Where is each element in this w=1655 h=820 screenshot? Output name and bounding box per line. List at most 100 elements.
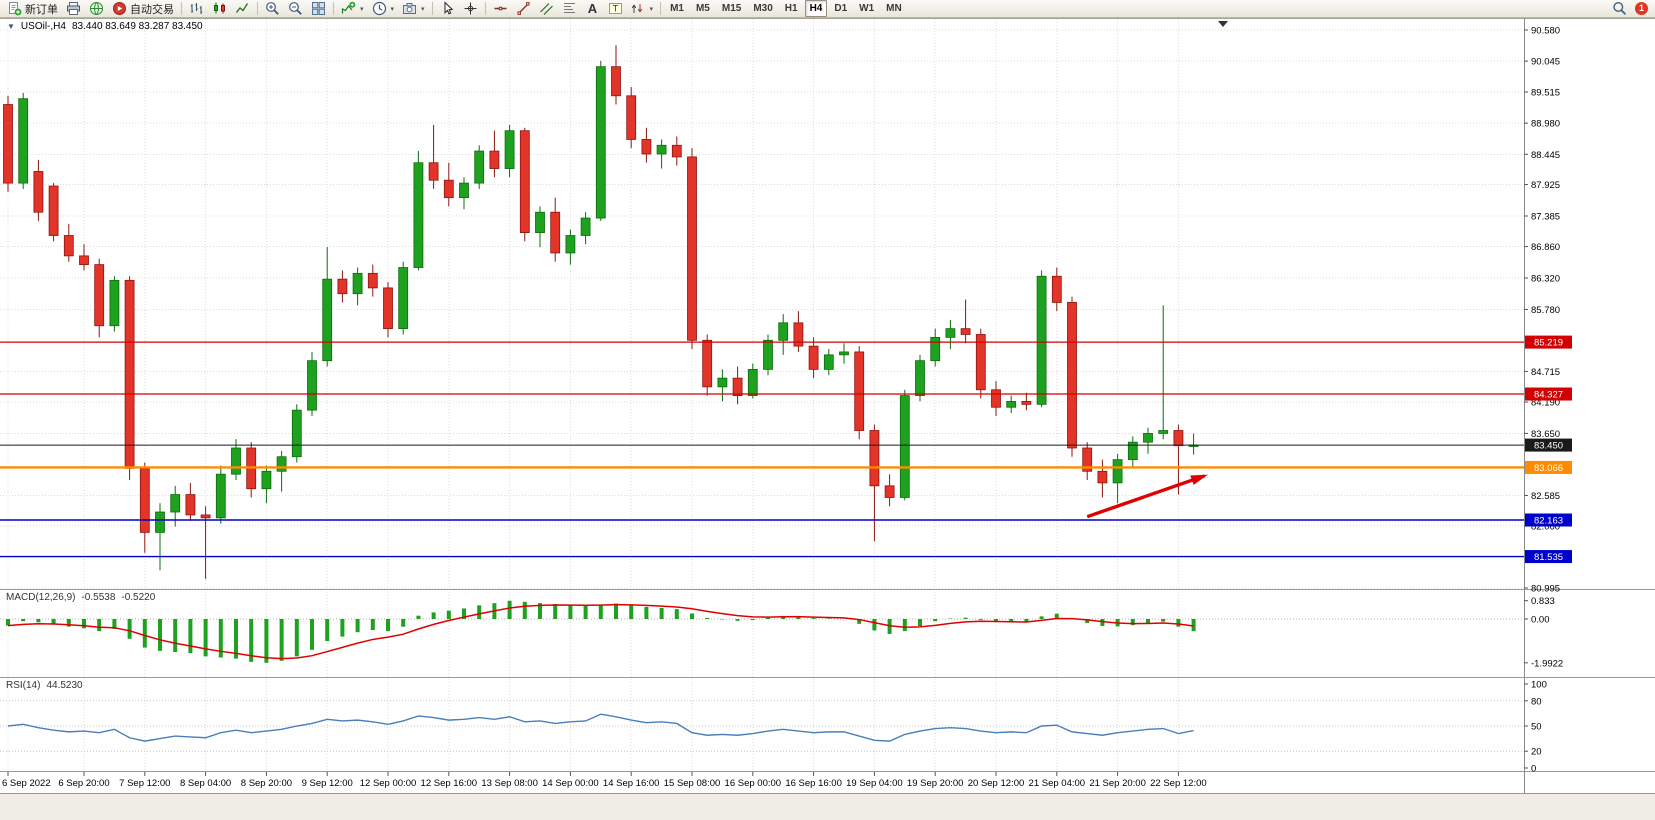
candle-body: [580, 217, 591, 236]
arrows-icon: [631, 4, 642, 13]
candle-body: [48, 185, 59, 236]
horizontal-line-button[interactable]: [489, 0, 512, 18]
timeframe-d1-button[interactable]: D1: [834, 3, 848, 14]
candle-body: [930, 336, 941, 362]
time-label: 12 Sep 16:00: [421, 778, 478, 789]
timeframe-m15-button[interactable]: M15: [721, 3, 742, 14]
print-button[interactable]: [62, 0, 85, 18]
zoom-in-button[interactable]: [261, 0, 284, 18]
one-click-trading-arrow-icon[interactable]: ▼: [7, 22, 15, 31]
camera-button[interactable]: ▾: [398, 0, 429, 18]
camera-button-dropdown-arrow-icon[interactable]: ▾: [421, 5, 425, 13]
arrows-button[interactable]: ▾: [627, 0, 658, 18]
text-button[interactable]: A: [581, 0, 604, 18]
time-label: 13 Sep 08:00: [481, 778, 538, 789]
rsi-name: RSI(14): [6, 680, 41, 691]
print-icon: [67, 2, 80, 15]
tile-windows-button[interactable]: [307, 0, 330, 18]
text-label-button[interactable]: T: [604, 0, 627, 18]
time-label: 22 Sep 12:00: [1150, 778, 1207, 789]
candle-body: [702, 339, 713, 388]
time-label: 8 Sep 04:00: [180, 778, 231, 789]
timeframe-h4-button[interactable]: H4: [804, 0, 828, 17]
rsi-axis-label: 80: [1531, 696, 1542, 707]
rsi-value: 44.5230: [46, 680, 83, 691]
time-scale[interactable]: 6 Sep 2022 6 Sep 20:00 7 Sep 12:00 8 Sep 04…: [2, 772, 1207, 789]
rsi-axis-label: 20: [1531, 747, 1542, 758]
candle-body: [839, 351, 849, 356]
ohlc-values: 83.440 83.649 83.287 83.450: [71, 21, 203, 32]
candlestick-chart-icon: [214, 2, 225, 14]
candle-body: [383, 287, 393, 330]
new-chart-button[interactable]: ▾: [337, 0, 368, 18]
candle-body: [352, 272, 363, 295]
timeframe-w1-button[interactable]: W1: [859, 3, 875, 14]
candle-body: [1112, 459, 1123, 484]
toolbar-separator: [484, 2, 486, 15]
price-scale[interactable]: 90.580 90.045 89.515 88.980 88.445 87.925 87.3…: [1524, 18, 1572, 793]
price-label: 82.060: [1531, 522, 1560, 533]
trend-arrow-object[interactable]: [1086, 474, 1209, 519]
bar-chart-button[interactable]: [185, 0, 208, 18]
chart-shift-marker[interactable]: [1218, 21, 1228, 27]
candle-body: [793, 322, 804, 347]
timeframe-mn-button[interactable]: MN: [886, 3, 902, 14]
candle-body: [641, 139, 652, 155]
time-label: 21 Sep 04:00: [1029, 778, 1086, 789]
macd-panel: [0, 600, 1524, 663]
zoom-out-button[interactable]: [284, 0, 307, 18]
candles-series: [3, 45, 1199, 579]
timeframe-m5-button[interactable]: M5: [695, 3, 710, 14]
time-label: 19 Sep 04:00: [846, 778, 903, 789]
chart-grid: [0, 19, 1524, 771]
timeframe-m30-button[interactable]: M30: [753, 3, 773, 14]
candle-body: [565, 235, 576, 254]
candlestick-chart-button[interactable]: [208, 0, 231, 18]
candle-body: [975, 334, 986, 391]
time-label: 15 Sep 08:00: [664, 778, 721, 789]
time-label: 14 Sep 16:00: [603, 778, 660, 789]
chart-title: ▼ USOil-,H4 83.440 83.649 83.287 83.450: [7, 21, 203, 32]
mql5-community-icon: [90, 2, 103, 15]
new-order-button[interactable]: 新订单: [3, 0, 62, 18]
candle-body: [1158, 430, 1169, 434]
auto-trading-button[interactable]: 自动交易: [108, 0, 178, 18]
new-chart-button-dropdown-arrow-icon[interactable]: ▾: [360, 5, 364, 13]
price-badge-83.450: [1525, 438, 1572, 452]
price-badge-value: 81.535: [1534, 552, 1563, 563]
candle-body: [94, 264, 105, 327]
timeframe-m1-button[interactable]: M1: [670, 3, 684, 14]
search-button[interactable]: [1608, 0, 1631, 18]
candle-body: [1021, 401, 1032, 405]
line-chart-button[interactable]: [231, 0, 254, 18]
arrows-button-dropdown-arrow-icon[interactable]: ▾: [649, 5, 654, 13]
time-label: 16 Sep 00:00: [725, 778, 782, 789]
cursor-button[interactable]: [436, 0, 459, 18]
timeframe-h1-button[interactable]: H1: [784, 3, 798, 14]
price-label: 87.385: [1531, 212, 1560, 223]
equidistant-channel-icon: [539, 3, 553, 15]
rsi-axis-label: 50: [1531, 722, 1542, 733]
text-icon: A: [587, 1, 597, 16]
price-label: 88.980: [1531, 119, 1560, 130]
candle-body: [763, 339, 773, 370]
fibonacci-button[interactable]: [558, 0, 581, 18]
notifications-badge[interactable]: 1: [1635, 2, 1648, 15]
search-icon: [1613, 1, 1627, 15]
equidistant-channel-button[interactable]: [535, 0, 558, 18]
candle-body: [231, 447, 241, 475]
fibonacci-icon: [563, 3, 575, 13]
crosshair-button[interactable]: [459, 0, 482, 18]
candle-body: [215, 473, 226, 519]
mql5-community-button[interactable]: [85, 0, 108, 18]
periods-icon: [372, 1, 386, 16]
price-label: 86.320: [1531, 274, 1560, 285]
trendline-button[interactable]: [512, 0, 535, 18]
periods-button-dropdown-arrow-icon[interactable]: ▾: [390, 5, 395, 13]
price-label: 84.190: [1531, 398, 1560, 409]
candle-body: [63, 235, 74, 257]
price-label: 90.045: [1531, 57, 1560, 68]
candle-body: [519, 130, 530, 233]
rsi-line: [7, 713, 1194, 742]
periods-button[interactable]: ▾: [368, 0, 399, 18]
